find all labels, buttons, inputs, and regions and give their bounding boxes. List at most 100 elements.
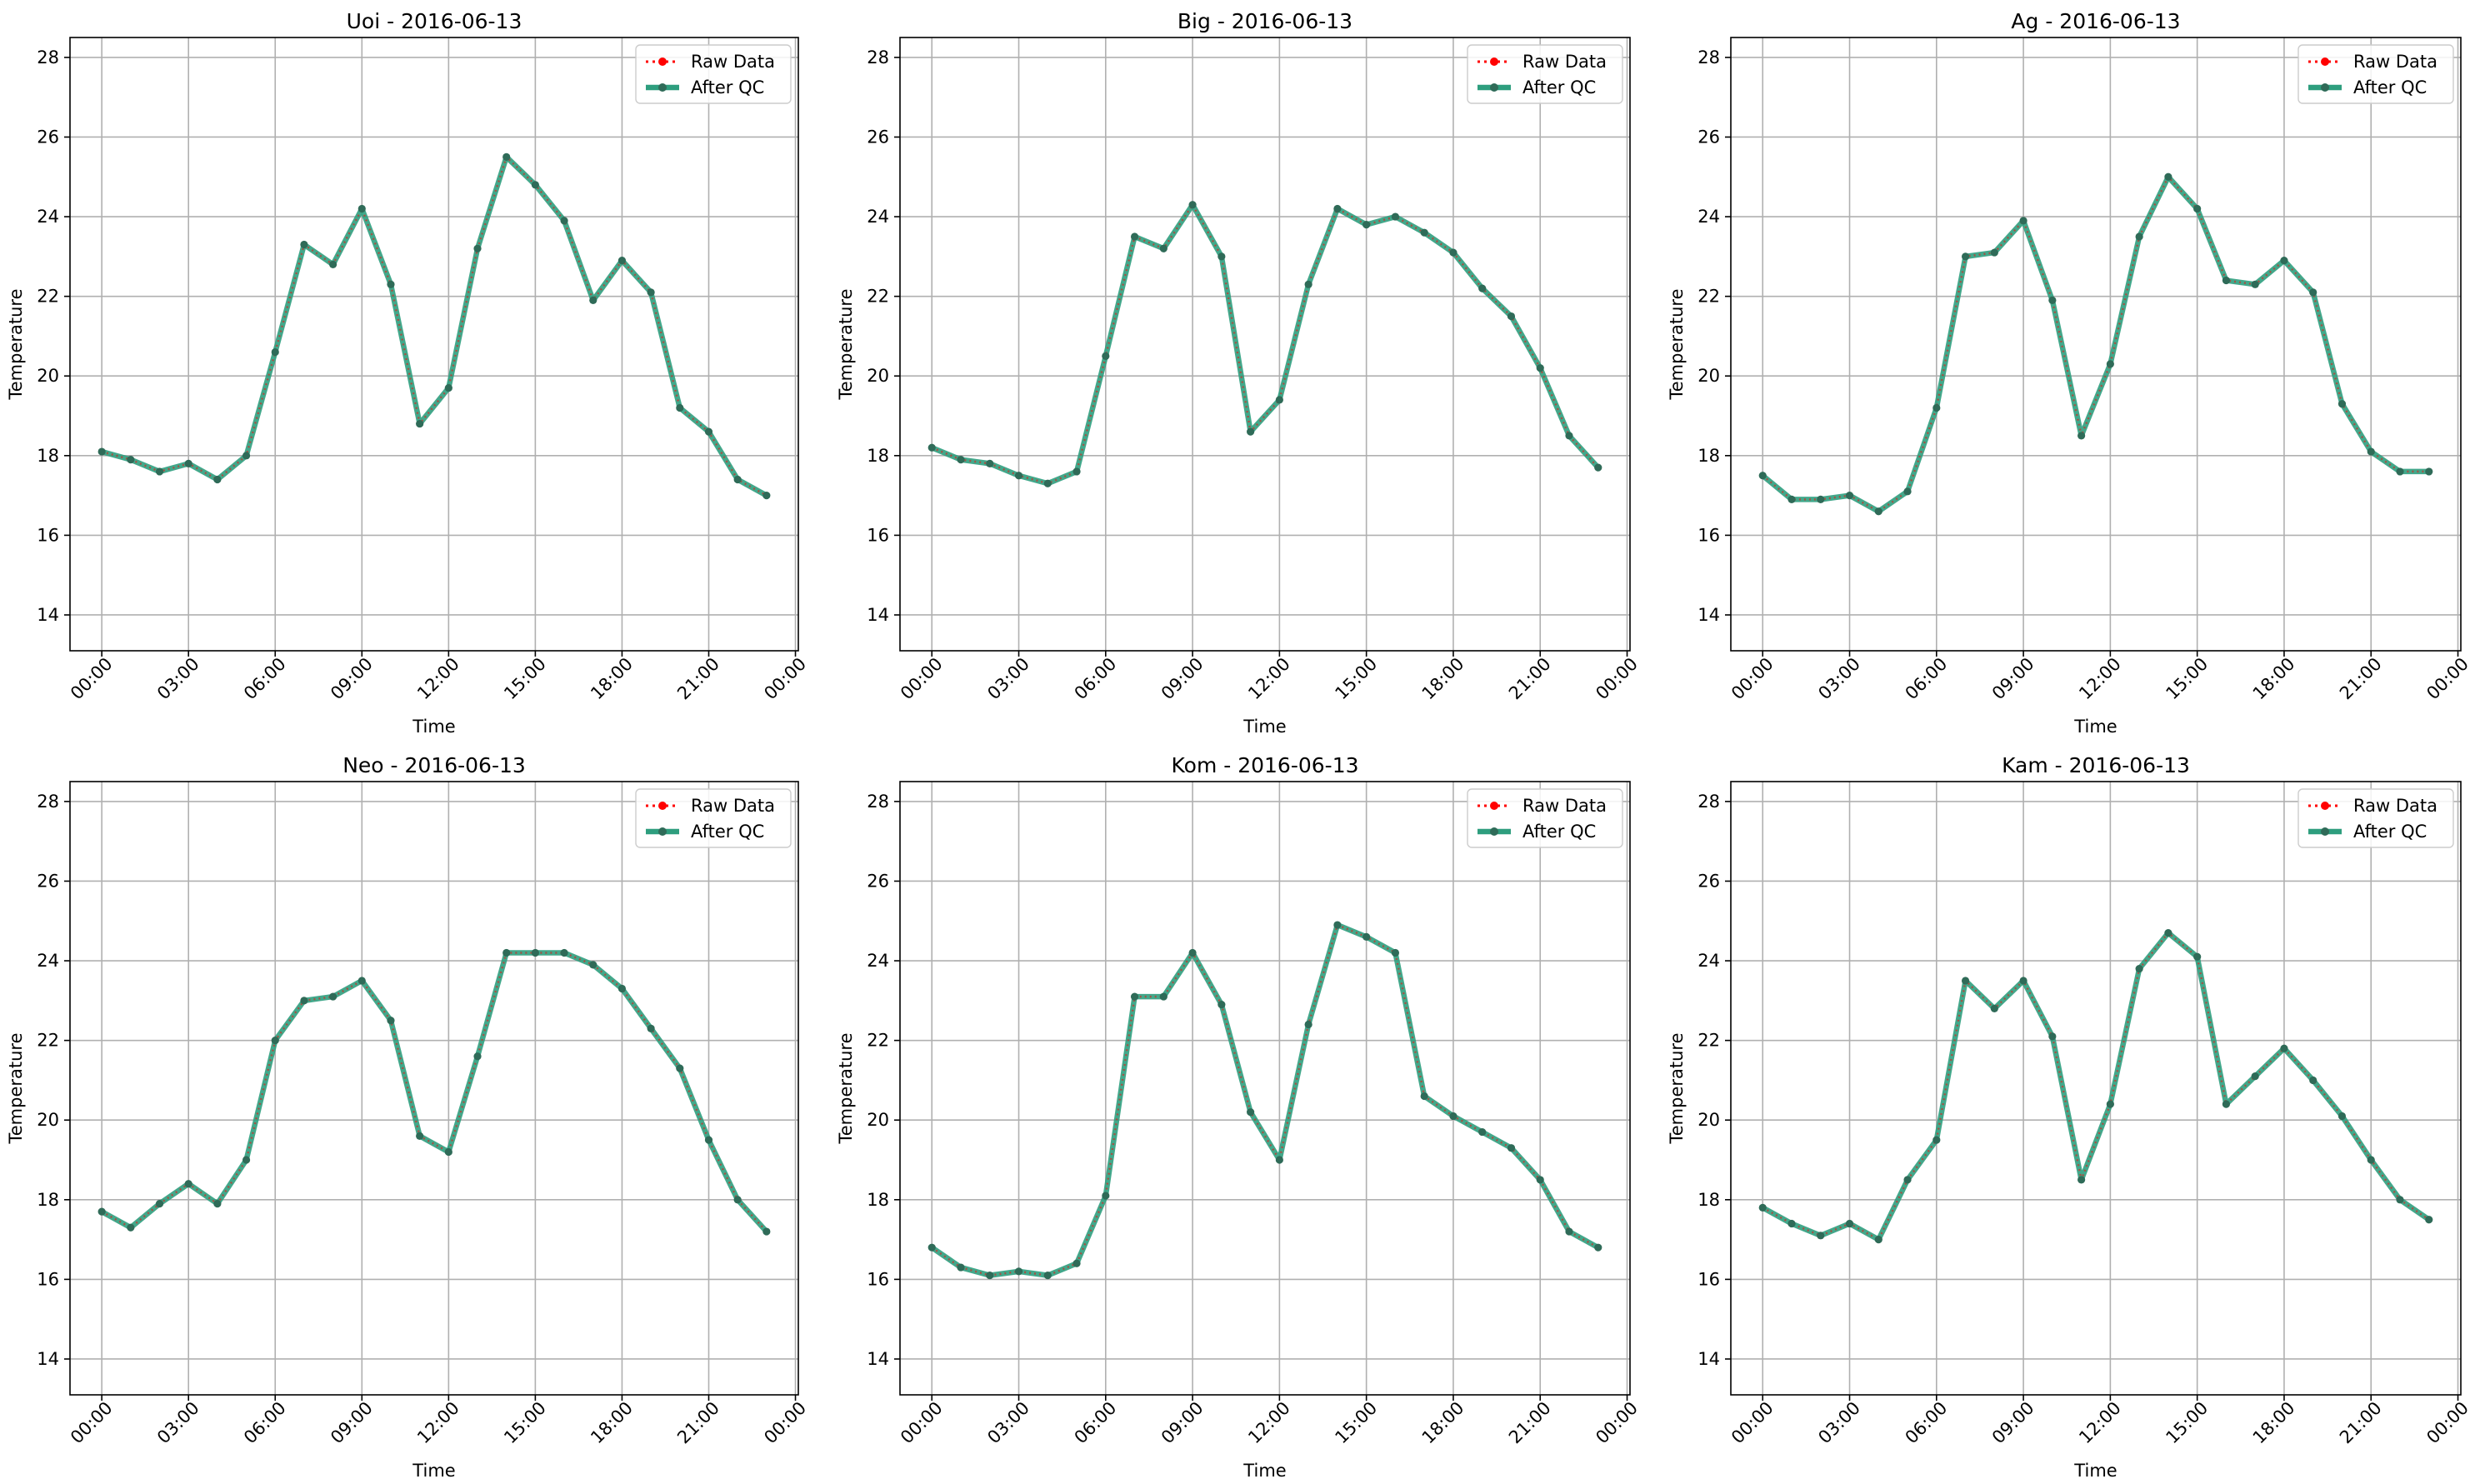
y-axis-label: Temperature xyxy=(6,288,26,400)
x-tick-label: 03:00 xyxy=(983,1398,1033,1448)
subplot-6: 14 16 18 20 22 24 26 28 00:00 03:00 06:00 09:00 12:0… xyxy=(1667,753,2472,1481)
x-tick-label: 06:00 xyxy=(1071,654,1121,704)
data-point xyxy=(1130,232,1139,241)
x-tick-label: 15:00 xyxy=(1331,654,1381,704)
data-point xyxy=(2280,257,2288,265)
x-axis-label: Time xyxy=(1242,1461,1286,1481)
data-point xyxy=(2425,467,2433,476)
data-point xyxy=(1845,492,1854,500)
x-tick-label: 15:00 xyxy=(2162,1398,2212,1448)
data-point xyxy=(1391,212,1400,221)
y-tick-label: 18 xyxy=(1698,446,1720,466)
data-point xyxy=(1565,1227,1573,1236)
y-tick-label: 16 xyxy=(37,525,59,545)
data-point xyxy=(1072,467,1081,476)
data-point xyxy=(2309,1076,2318,1085)
data-point xyxy=(1758,1203,1767,1212)
data-point xyxy=(647,288,655,297)
y-tick-label: 20 xyxy=(1698,1110,1720,1130)
data-point xyxy=(2193,204,2202,213)
data-point xyxy=(1817,1232,1825,1240)
axes-frame xyxy=(69,37,799,652)
subplot-title: Big - 2016-06-13 xyxy=(1178,9,1352,33)
y-tick-label: 20 xyxy=(867,366,889,386)
data-point xyxy=(1478,1127,1487,1137)
y-tick-label: 14 xyxy=(1698,605,1720,625)
y-tick-label: 28 xyxy=(867,792,889,812)
data-point xyxy=(387,280,395,288)
legend-raw-marker xyxy=(658,57,667,66)
data-point xyxy=(618,257,627,265)
data-point xyxy=(502,948,511,957)
data-point xyxy=(928,443,936,452)
data-point xyxy=(1788,495,1796,503)
x-tick-label: 12:00 xyxy=(2075,1398,2125,1448)
data-point xyxy=(704,427,713,436)
x-tick-label: 09:00 xyxy=(327,1398,377,1448)
y-tick-label: 28 xyxy=(1698,792,1720,812)
legend-raw-marker xyxy=(1490,57,1498,66)
x-tick-label: 18:00 xyxy=(1418,1398,1468,1448)
data-point xyxy=(986,459,994,467)
data-point xyxy=(1014,1267,1023,1276)
data-point xyxy=(1218,252,1226,261)
data-point xyxy=(1362,221,1371,229)
y-tick-label: 16 xyxy=(867,1269,889,1289)
legend-label-raw: Raw Data xyxy=(1522,796,1607,816)
data-point xyxy=(1014,472,1023,480)
data-point xyxy=(1990,248,1998,257)
x-tick-label: 00:00 xyxy=(760,1398,810,1448)
legend: Raw Data After QC xyxy=(1467,788,1623,848)
data-point xyxy=(1304,280,1312,288)
x-tick-label: 00:00 xyxy=(67,654,117,704)
y-axis-label: Temperature xyxy=(6,1032,26,1144)
data-point xyxy=(531,181,539,189)
legend: Raw Data After QC xyxy=(635,44,792,104)
data-point xyxy=(1990,1004,1998,1013)
y-tick-label: 28 xyxy=(1698,47,1720,67)
x-tick-label: 21:00 xyxy=(1505,654,1555,704)
data-point xyxy=(1159,244,1168,252)
data-point xyxy=(1758,472,1767,480)
data-point xyxy=(1188,201,1197,209)
y-axis-label: Temperature xyxy=(836,1032,856,1144)
data-point xyxy=(1188,948,1197,957)
data-point xyxy=(1102,352,1110,360)
subplot-3: 14 16 18 20 22 24 26 28 00:00 03:00 06:00 09:00 12:0… xyxy=(1667,9,2472,737)
x-axis-label: Time xyxy=(1242,717,1286,737)
y-tick-label: 24 xyxy=(37,207,59,227)
y-tick-label: 22 xyxy=(1698,287,1720,307)
subplot-title: Neo - 2016-06-13 xyxy=(342,753,526,777)
x-tick-label: 00:00 xyxy=(1728,654,1778,704)
data-point xyxy=(2048,296,2057,305)
x-tick-label: 12:00 xyxy=(2075,654,2125,704)
x-tick-label: 06:00 xyxy=(240,1398,290,1448)
data-point xyxy=(1903,487,1912,496)
data-point xyxy=(98,1207,106,1216)
data-point xyxy=(1304,1020,1312,1029)
data-point xyxy=(1043,1272,1052,1280)
y-tick-label: 24 xyxy=(1698,951,1720,971)
y-tick-label: 28 xyxy=(867,47,889,67)
x-tick-label: 00:00 xyxy=(1728,1398,1778,1448)
data-point xyxy=(155,467,164,476)
data-point xyxy=(957,455,965,464)
y-tick-label: 26 xyxy=(1698,871,1720,891)
data-point xyxy=(1932,1136,1941,1144)
data-point xyxy=(358,977,366,985)
data-point xyxy=(1961,977,1970,985)
data-point xyxy=(2338,1112,2347,1121)
x-tick-label: 15:00 xyxy=(500,654,550,704)
data-point xyxy=(1218,1001,1226,1009)
x-tick-label: 00:00 xyxy=(1592,1398,1642,1448)
y-tick-label: 26 xyxy=(867,127,889,147)
y-tick-label: 14 xyxy=(867,1349,889,1369)
data-point xyxy=(986,1272,994,1280)
legend-label-raw: Raw Data xyxy=(2353,52,2438,72)
axes-frame xyxy=(69,781,799,1396)
x-tick-label: 18:00 xyxy=(587,1398,637,1448)
x-tick-label: 09:00 xyxy=(1158,654,1208,704)
data-point xyxy=(560,217,568,225)
y-tick-label: 20 xyxy=(1698,366,1720,386)
